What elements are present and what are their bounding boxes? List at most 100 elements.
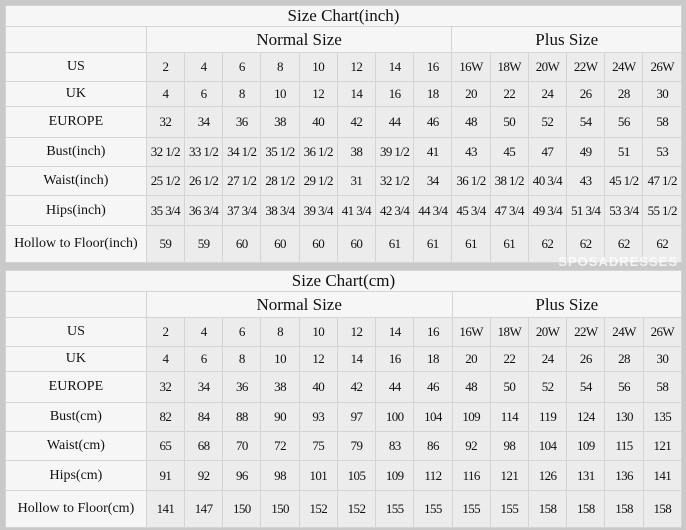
table-row: Hollow to Floor(inch) 59 59 60 60 60 60 61 61 61 6… <box>5 225 682 263</box>
size-cell: 124 <box>566 402 606 432</box>
table-row: Bust(cm) 82 84 88 90 93 97 100 104 109 114 119 124 13… <box>5 402 683 432</box>
row-label: Hollow to Floor(cm) <box>5 490 147 528</box>
size-cell: 26W <box>642 317 683 347</box>
size-cell: 62 <box>642 225 682 263</box>
size-cell: 4 <box>183 52 224 82</box>
size-cell: 27 1/2 <box>222 166 262 196</box>
size-cell: 155 <box>451 490 491 528</box>
size-cell: 54 <box>566 371 606 403</box>
size-cell: 155 <box>413 490 453 528</box>
size-cell: 29 1/2 <box>298 166 338 196</box>
size-cell: 38 <box>260 371 300 403</box>
size-cell: 48 <box>451 371 491 403</box>
size-cell: 92 <box>451 431 491 461</box>
size-cell: 62 <box>527 225 568 263</box>
table-row: US 2 4 6 8 10 12 14 16 16W 18W 20W 22W 24W 26W <box>5 317 683 347</box>
size-cell: 4 <box>184 317 224 347</box>
size-cell: 24W <box>604 52 644 82</box>
size-cell: 52 <box>527 371 568 403</box>
size-cell: 91 <box>145 460 186 491</box>
size-cell: 43 <box>566 166 606 196</box>
size-cell: 62 <box>604 225 644 263</box>
size-cell: 16 <box>413 52 453 82</box>
size-cell: 26 <box>566 81 606 107</box>
size-cell: 14 <box>336 81 377 107</box>
size-cell: 51 <box>604 137 644 167</box>
size-cell: 136 <box>604 460 644 491</box>
size-cell: 40 <box>298 371 338 403</box>
row-label: US <box>5 317 147 347</box>
size-cell: 8 <box>260 317 300 347</box>
group-row: Normal Size Plus Size <box>5 291 683 318</box>
size-cell: 47 <box>527 137 568 167</box>
group-plus-size: Plus Size <box>451 26 682 53</box>
table-row: UK 4 6 8 10 12 14 16 18 20 22 24 26 28 30 <box>5 346 683 372</box>
size-cell: 12 <box>336 52 377 82</box>
size-cell: 6 <box>222 52 262 82</box>
size-cell: 59 <box>183 225 224 263</box>
size-cell: 20W <box>527 52 568 82</box>
size-cell: 53 3/4 <box>604 195 644 226</box>
size-cell: 12 <box>336 317 377 347</box>
size-cell: 47 3/4 <box>489 195 529 226</box>
size-cell: 30 <box>642 346 683 372</box>
size-cell: 104 <box>527 431 568 461</box>
size-cell: 61 <box>489 225 529 263</box>
size-cell: 158 <box>527 490 568 528</box>
size-cell: 14 <box>336 346 377 372</box>
size-cell: 31 <box>336 166 377 196</box>
size-cell: 36 <box>222 106 262 138</box>
size-cell: 26W <box>642 52 682 82</box>
table-row: EUROPE 32 34 36 38 40 42 44 46 48 50 52 54 56 58 <box>5 106 682 138</box>
size-cell: 12 <box>298 81 338 107</box>
size-cell: 75 <box>298 431 338 461</box>
size-cell: 92 <box>184 460 224 491</box>
size-cell: 93 <box>298 402 338 432</box>
size-cell: 82 <box>145 402 186 432</box>
size-cell: 152 <box>298 490 338 528</box>
size-cell: 45 3/4 <box>451 195 491 226</box>
size-cell: 98 <box>260 460 300 491</box>
size-cell: 18 <box>413 81 453 107</box>
size-cell: 42 <box>336 106 377 138</box>
row-label: EUROPE <box>5 371 147 403</box>
watermark: SPOSADRESSES <box>558 254 678 269</box>
size-cell: 52 <box>527 106 568 138</box>
size-cell: 34 <box>183 106 224 138</box>
size-cell: 35 1/2 <box>260 137 300 167</box>
size-cell: 2 <box>145 317 186 347</box>
size-cell: 28 1/2 <box>260 166 300 196</box>
row-label: UK <box>5 346 147 372</box>
size-cell: 100 <box>375 402 415 432</box>
size-cell: 18W <box>489 52 529 82</box>
size-cell: 10 <box>298 317 338 347</box>
size-cell: 36 <box>222 371 262 403</box>
size-cell: 141 <box>145 490 186 528</box>
size-cell: 104 <box>413 402 453 432</box>
size-cell: 39 1/2 <box>375 137 415 167</box>
size-cell: 34 1/2 <box>222 137 262 167</box>
size-cell: 39 3/4 <box>298 195 338 226</box>
size-cell: 114 <box>489 402 530 432</box>
size-cell: 115 <box>604 431 644 461</box>
size-cell: 96 <box>222 460 262 491</box>
size-cell: 28 <box>604 346 644 372</box>
size-cell: 32 <box>145 106 186 138</box>
table-row: Waist(inch) 25 1/2 26 1/2 27 1/2 28 1/2 29 1/… <box>5 166 682 196</box>
size-cell: 105 <box>336 460 377 491</box>
size-cell: 97 <box>336 402 377 432</box>
size-cell: 16 <box>375 346 415 372</box>
size-cell: 34 <box>413 166 453 196</box>
table-title: Size Chart(inch) <box>5 5 682 27</box>
size-cell: 8 <box>260 52 300 82</box>
size-cell: 68 <box>184 431 224 461</box>
size-cell: 126 <box>527 460 568 491</box>
size-cell: 119 <box>527 402 568 432</box>
size-cell: 34 <box>184 371 224 403</box>
size-cell: 36 3/4 <box>183 195 224 226</box>
row-label: UK <box>5 81 147 107</box>
group-normal-size: Normal Size <box>145 26 453 53</box>
size-cell: 61 <box>375 225 415 263</box>
size-cell: 10 <box>260 81 300 107</box>
size-cell: 8 <box>222 346 262 372</box>
